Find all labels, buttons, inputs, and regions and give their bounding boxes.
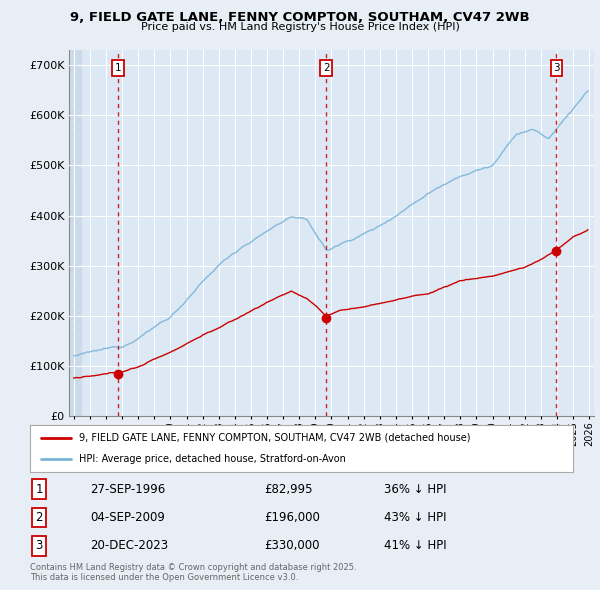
- Text: 20-DEC-2023: 20-DEC-2023: [90, 539, 168, 552]
- Text: Price paid vs. HM Land Registry's House Price Index (HPI): Price paid vs. HM Land Registry's House …: [140, 22, 460, 32]
- Text: 27-SEP-1996: 27-SEP-1996: [90, 483, 165, 496]
- Text: 3: 3: [35, 539, 43, 552]
- Text: £196,000: £196,000: [264, 511, 320, 524]
- Text: 04-SEP-2009: 04-SEP-2009: [90, 511, 165, 524]
- Text: 9, FIELD GATE LANE, FENNY COMPTON, SOUTHAM, CV47 2WB: 9, FIELD GATE LANE, FENNY COMPTON, SOUTH…: [70, 11, 530, 24]
- Text: £330,000: £330,000: [264, 539, 320, 552]
- Bar: [69, 50, 82, 416]
- Text: £82,995: £82,995: [264, 483, 313, 496]
- Text: 3: 3: [553, 63, 560, 73]
- Text: 43% ↓ HPI: 43% ↓ HPI: [384, 511, 446, 524]
- Text: 41% ↓ HPI: 41% ↓ HPI: [384, 539, 446, 552]
- Text: 2: 2: [35, 511, 43, 524]
- Text: 1: 1: [35, 483, 43, 496]
- Text: 2: 2: [323, 63, 329, 73]
- Text: 9, FIELD GATE LANE, FENNY COMPTON, SOUTHAM, CV47 2WB (detached house): 9, FIELD GATE LANE, FENNY COMPTON, SOUTH…: [79, 432, 470, 442]
- Text: 1: 1: [115, 63, 121, 73]
- Text: HPI: Average price, detached house, Stratford-on-Avon: HPI: Average price, detached house, Stra…: [79, 454, 346, 464]
- Text: 36% ↓ HPI: 36% ↓ HPI: [384, 483, 446, 496]
- Text: Contains HM Land Registry data © Crown copyright and database right 2025.
This d: Contains HM Land Registry data © Crown c…: [30, 563, 356, 582]
